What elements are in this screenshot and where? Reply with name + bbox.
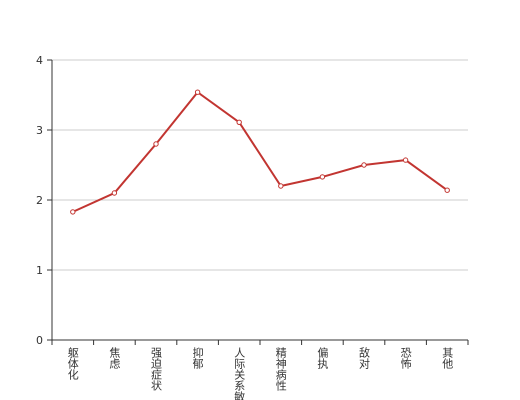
point <box>153 141 159 147</box>
point <box>70 209 76 215</box>
point <box>111 190 118 196</box>
point <box>319 174 326 180</box>
point <box>361 162 367 168</box>
x-tick-label: 人际关系敏感 <box>233 347 246 400</box>
x-tick-label: 偏执 <box>316 346 329 370</box>
point <box>236 119 242 126</box>
x-tick-label: 焦虑 <box>108 347 121 369</box>
x-tick-label: 抑郁 <box>191 346 204 369</box>
x-tick-label: 恐怖 <box>399 347 412 369</box>
y-tick-label: 2 <box>36 194 43 207</box>
x-tick-label: 其他 <box>441 347 454 369</box>
x-tick-label: 敌对 <box>358 346 371 369</box>
y-tick-label: 4 <box>36 54 43 67</box>
x-tick-label: 躯体化 <box>66 347 79 381</box>
point <box>402 157 409 163</box>
line <box>72 90 448 213</box>
point <box>278 183 284 189</box>
y-tick-label: 1 <box>36 264 43 277</box>
point <box>194 89 201 95</box>
y-tick-label: 3 <box>36 124 43 137</box>
y-tick-label: 0 <box>36 334 43 347</box>
x-tick-label: 精神病性 <box>274 347 287 392</box>
point <box>444 187 450 193</box>
x-tick-label: 强迫症状 <box>150 347 163 391</box>
